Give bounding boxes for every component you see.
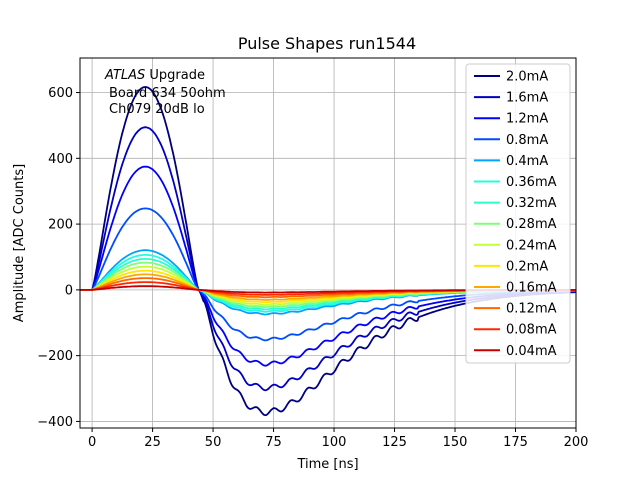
legend-label: 0.32mA	[506, 196, 557, 211]
legend-label: 0.4mA	[506, 154, 548, 169]
y-tick-label: 0	[65, 283, 73, 298]
x-tick-label: 125	[382, 435, 407, 450]
x-tick-label: 75	[265, 435, 282, 450]
x-tick-label: 175	[503, 435, 528, 450]
annotation-upgrade: Upgrade	[145, 68, 205, 83]
legend-label: 0.36mA	[506, 175, 557, 190]
legend-label: 0.24mA	[506, 238, 557, 253]
x-tick-label: 100	[322, 435, 347, 450]
legend-label: 0.2mA	[506, 259, 548, 274]
plot-frame	[79, 57, 577, 429]
x-tick-label: 0	[88, 435, 96, 450]
legend-label: 0.04mA	[506, 344, 557, 359]
x-tick-label: 200	[564, 435, 589, 450]
y-tick-label: 400	[48, 152, 73, 167]
x-tick-label: 150	[443, 435, 468, 450]
legend-label: 1.6mA	[506, 91, 548, 106]
y-tick-label: −200	[37, 349, 73, 364]
y-tick-label: 200	[48, 218, 73, 233]
legend-box	[465, 63, 571, 364]
annotation-line-1: ATLAS Upgrade	[104, 68, 205, 83]
chart-title: Pulse Shapes run1544	[238, 34, 416, 53]
y-tick-label: −400	[37, 415, 73, 430]
x-tick-label: 25	[144, 435, 161, 450]
x-axis-label: Time [ns]	[296, 457, 358, 472]
legend-label: 0.12mA	[506, 302, 557, 317]
annotation-line-3: Ch079 20dB lo	[109, 102, 205, 117]
legend-label: 2.0mA	[506, 70, 548, 85]
x-tick-label: 50	[205, 435, 222, 450]
legend-label: 0.28mA	[506, 217, 557, 232]
y-axis-label: Amplitude [ADC Counts]	[12, 164, 27, 322]
legend-label: 0.8mA	[506, 133, 548, 148]
y-tick-label: 600	[48, 86, 73, 101]
legend-label: 0.16mA	[506, 281, 557, 296]
legend-label: 1.2mA	[506, 112, 548, 127]
legend: 2.0mA 1.6mA 1.2mA 0.8mA 0.4mA 0.36mA 0.32mA 0.2…	[465, 63, 571, 364]
annotation-line-2: Board 634 50ohm	[109, 86, 226, 101]
annotation-atlas: ATLAS	[104, 68, 145, 83]
atlas-annotation: ATLAS Upgrade Board 634 50ohm Ch079 20dB…	[104, 68, 226, 117]
axis-ticks: 0 25 50 75 100 125 150 175 200 −400 −200 0 200 400 600	[37, 86, 588, 450]
legend-label: 0.08mA	[506, 323, 557, 338]
